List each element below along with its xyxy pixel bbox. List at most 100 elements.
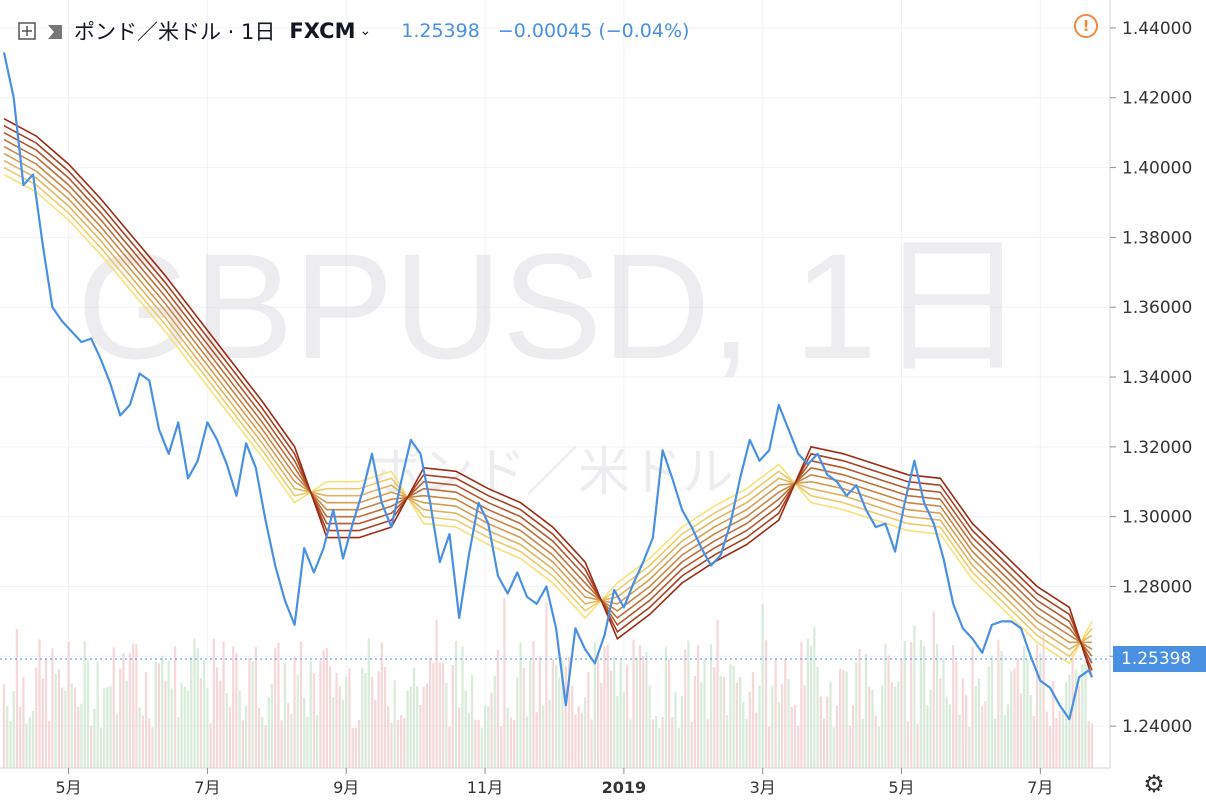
y-tick-label: 1.42000 [1122,89,1192,109]
volume-bar [538,656,542,768]
volume-bar [619,660,622,768]
volume-bar [684,649,687,768]
volume-bar [419,705,422,768]
volume-bar [622,692,625,768]
volume-bar [12,691,15,768]
volume-bar [751,671,755,768]
volume-bar [51,648,54,768]
volume-bar [316,715,319,768]
volume-bar [1016,658,1019,768]
volume-bar [9,720,12,768]
volume-bar [306,716,309,768]
volume-bar [1071,653,1074,768]
volume-bar [151,727,154,768]
volume-bar [406,690,409,768]
volume-bar [254,646,257,768]
volume-bar [629,719,632,768]
volume-bar [77,706,80,768]
volume-bar [25,723,28,768]
volume-bar [868,686,871,768]
volume-bar [671,716,674,768]
volume-bar [651,719,655,768]
volume-bar [274,648,277,768]
volume-bar [235,653,238,768]
volume-bar [1068,674,1071,768]
y-tick-label: 1.28000 [1122,577,1192,597]
volume-bar [558,677,561,768]
volume-bar [548,699,551,768]
volume-bar [971,646,974,768]
volume-bar [125,680,128,768]
volume-bar [338,686,341,768]
volume-bars [2,598,1094,768]
alert-icon[interactable]: ! [1074,14,1098,38]
volume-bar [38,639,41,768]
volume-bar [532,640,535,768]
volume-bar [183,686,186,768]
volume-bar [648,685,651,768]
volume-bar [28,717,31,768]
volume-bar [922,646,926,768]
plus-square-icon[interactable] [18,22,36,40]
volume-bar [380,642,383,768]
volume-bar [1023,646,1026,768]
volume-bar [348,668,351,768]
volume-bar [674,692,677,768]
volume-bar [99,727,102,768]
symbol-name[interactable]: ポンド／米ドル · 1日 [74,20,276,44]
volume-bar [603,646,606,768]
volume-bar [613,657,616,768]
gear-icon[interactable]: ⚙ [1143,770,1165,798]
volume-bar [738,677,742,768]
volume-bar [115,714,119,768]
volume-bar [884,643,887,768]
volume-bar [994,718,997,768]
volume-bar [977,678,981,768]
volume-bar [1048,726,1052,768]
volume-bar [861,718,864,768]
volume-bar [506,707,509,768]
volume-bar [500,726,503,768]
volume-bar [83,640,86,768]
volume-bar [729,664,732,768]
volume-bar [293,656,296,768]
volume-bar [661,717,664,768]
volume-bar [839,668,842,768]
volume-bar [1077,685,1081,768]
volume-bar [871,689,874,768]
volume-bar [332,696,335,768]
volume-bar [952,645,955,768]
volume-bar [706,719,709,768]
volume-bar [312,673,316,768]
ribbon-line [3,138,1093,657]
volume-bar [196,648,199,768]
volume-bar [742,701,745,768]
volume-bar [509,717,512,768]
exchange-name[interactable]: FXCM [289,19,356,43]
current-price-tag: 1.25398 [1113,646,1206,672]
volume-bar [968,726,971,768]
volume-bar [370,676,374,768]
volume-bar [632,639,635,768]
volume-bar [102,688,106,768]
chevron-down-icon[interactable]: ⌄ [359,23,372,39]
x-tick-label: 3月 [750,778,776,797]
volume-bar [893,686,897,768]
volume-bar [784,658,787,768]
volume-bar [122,653,125,768]
watermark-name: ポンド／米ドル [370,443,734,503]
price-change: −0.00045 (−0.04%) [497,20,690,42]
time-axis[interactable]: 5月 7月 9月 11月 2019 3月 5月 7月 [55,768,1053,797]
price-axis[interactable]: 1.44000 1.42000 1.40000 1.38000 1.36000 1.340… [1110,19,1192,737]
volume-bar [771,685,774,768]
volume-bar [658,727,661,768]
volume-bar [535,712,538,768]
volume-bar [390,722,393,768]
volume-bar [1090,723,1094,768]
volume-bar [245,705,248,768]
volume-bar [1029,695,1032,768]
chart-header: ポンド／米ドル · 1日 FXCM ⌄ 1.25398 −0.00045 (−0… [18,14,689,48]
volume-bar [148,718,151,768]
volume-bar [593,642,596,768]
